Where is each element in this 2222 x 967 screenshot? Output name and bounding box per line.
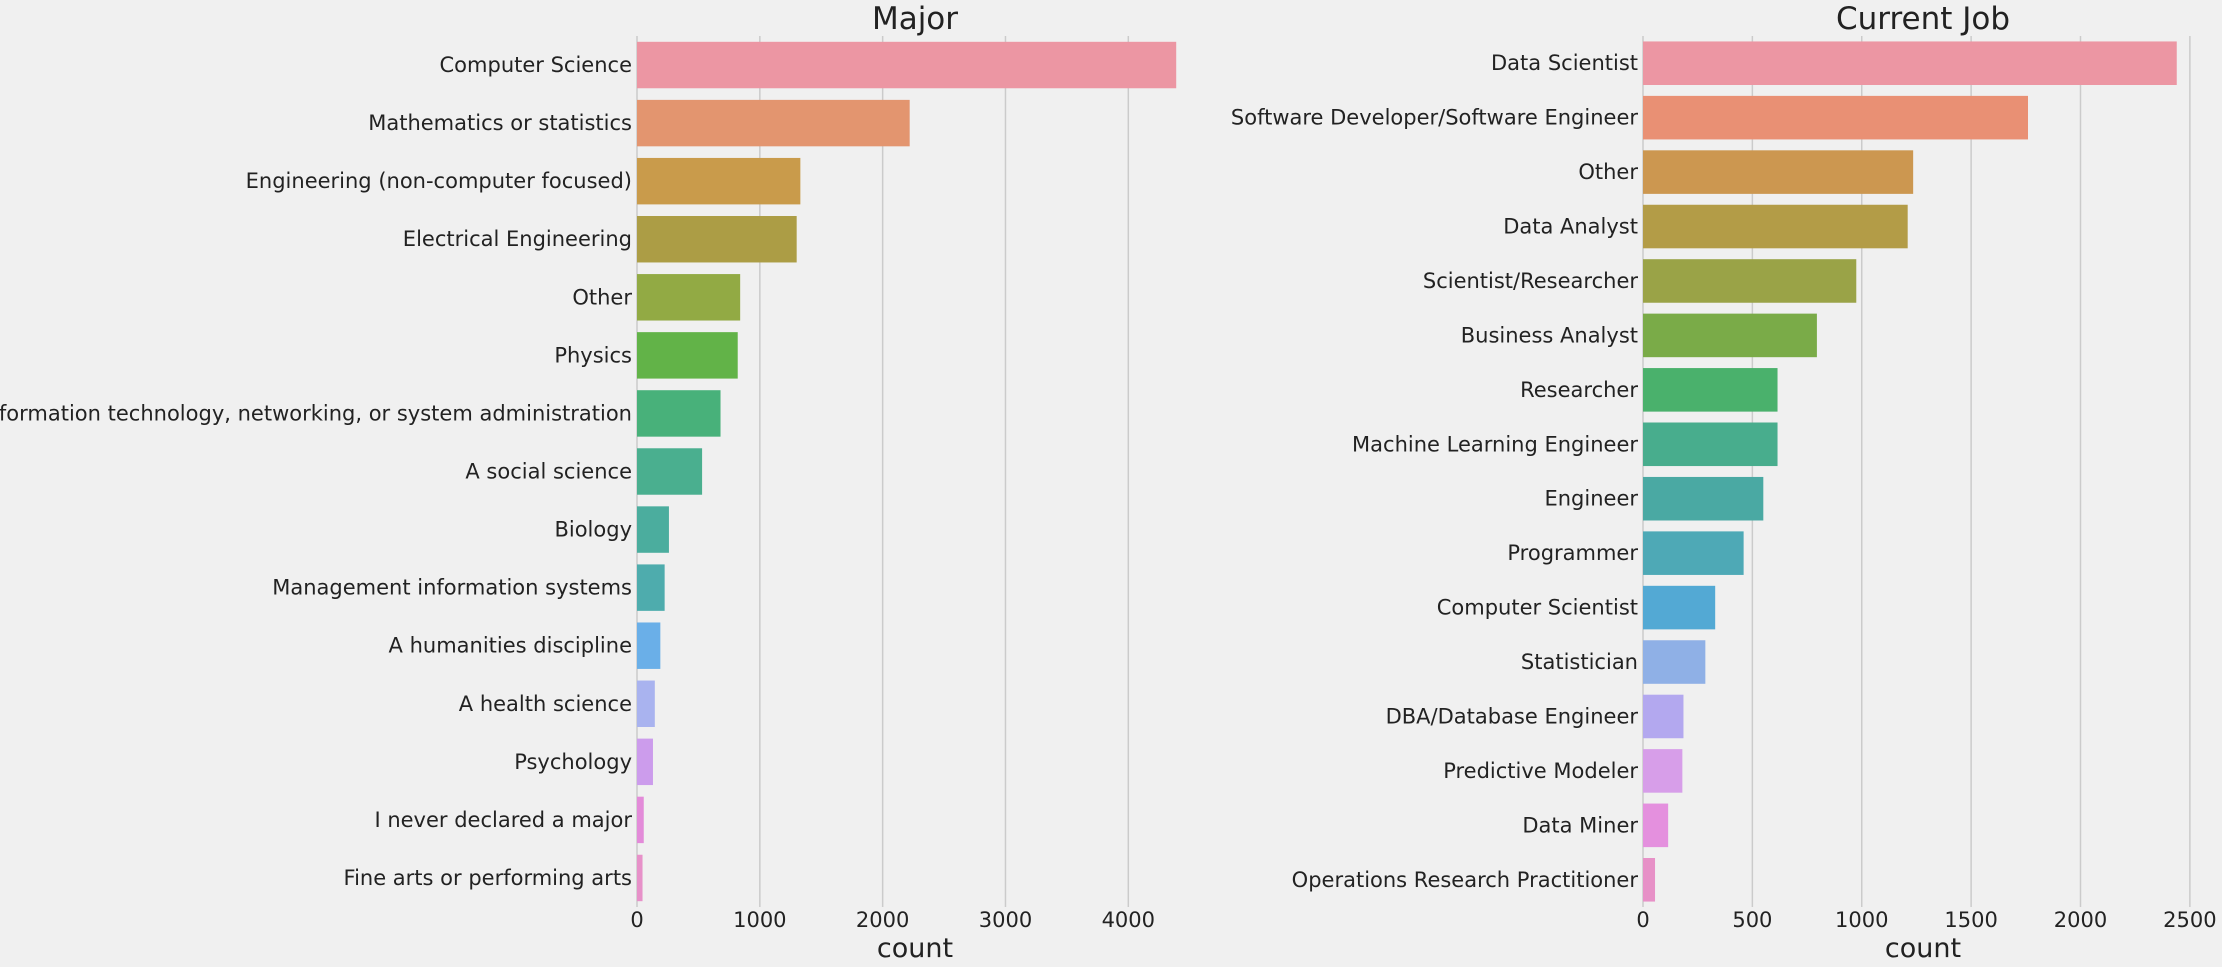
major-bar (637, 680, 655, 727)
current-job-category-label: Machine Learning Engineer (1352, 432, 1638, 456)
major-bar (637, 99, 910, 147)
major-chart-title: Major (872, 1, 958, 37)
current-job-category-label: Predictive Modeler (1443, 759, 1638, 783)
current-job-category-label: Business Analyst (1461, 323, 1638, 347)
current-job-bar (1643, 640, 1706, 684)
current-job-bar (1643, 313, 1817, 358)
current-job-category-label: Data Miner (1522, 813, 1638, 837)
major-x-tick-label: 1000 (733, 908, 786, 932)
major-x-tick-label: 3000 (979, 908, 1032, 932)
current-job-chart: Current Job Data Scientist Software Devel… (1231, 1, 2217, 964)
major-bar (637, 738, 653, 786)
major-category-label: Psychology (514, 750, 632, 774)
major-x-tick-label: 2000 (856, 908, 909, 932)
current-job-category-label: Scientist/Researcher (1423, 269, 1639, 293)
current-job-x-tick-label: 1500 (1944, 908, 1997, 932)
current-job-x-tick-label: 2000 (2054, 908, 2107, 932)
current-job-bar (1643, 204, 1908, 249)
major-category-label: Engineering (non-computer focused) (246, 169, 632, 193)
major-bars (637, 41, 1177, 902)
major-chart: Major Computer Science Mathematics or sta… (0, 1, 1177, 964)
current-job-category-label: Statistician (1521, 650, 1638, 674)
current-job-x-tick-label: 0 (1636, 908, 1649, 932)
current-job-x-tick-label: 500 (1732, 908, 1772, 932)
major-category-label: Biology (554, 518, 632, 542)
major-tick-labels: 0 1000 2000 3000 4000 (630, 908, 1155, 932)
current-job-x-tick-label: 1000 (1835, 908, 1888, 932)
current-job-chart-title: Current Job (1836, 1, 2010, 37)
major-bar (637, 332, 738, 379)
major-bar (637, 390, 721, 437)
current-job-category-labels: Data Scientist Software Developer/Softwar… (1231, 51, 1638, 892)
major-bar (637, 448, 703, 495)
major-category-label: I never declared a major (374, 808, 632, 832)
current-job-category-label: DBA/Database Engineer (1386, 704, 1639, 728)
current-job-category-label: Other (1578, 160, 1638, 184)
current-job-category-label: Data Analyst (1503, 215, 1638, 239)
current-job-bar (1643, 803, 1669, 848)
current-job-bar (1643, 368, 1778, 412)
major-bar (637, 216, 797, 263)
major-x-tick-label: 0 (630, 908, 643, 932)
current-job-bar (1643, 749, 1683, 793)
major-bar (637, 41, 1177, 89)
current-job-bar (1643, 858, 1656, 902)
current-job-bar (1643, 41, 2177, 85)
current-job-bar (1643, 531, 1744, 575)
current-job-bar (1643, 422, 1778, 467)
current-job-bar (1643, 95, 2028, 140)
current-job-bar (1643, 694, 1684, 739)
major-category-labels: Computer Science Mathematics or statistic… (0, 53, 632, 890)
major-category-label: Physics (554, 343, 632, 367)
current-job-category-label: Operations Research Practitioner (1292, 868, 1639, 892)
current-job-category-label: Engineer (1544, 487, 1638, 511)
major-category-label: Electrical Engineering (403, 227, 632, 251)
current-job-category-label: Programmer (1507, 541, 1638, 565)
current-job-bar (1643, 150, 1914, 194)
current-job-bars (1643, 41, 2177, 902)
major-bar (637, 854, 643, 902)
current-job-tick-labels: 0 500 1000 1500 2000 2500 (1636, 908, 2216, 932)
major-bar (637, 622, 661, 669)
major-category-label: A social science (465, 460, 632, 484)
major-category-label: Fine arts or performing arts (344, 866, 632, 890)
current-job-category-label: Software Developer/Software Engineer (1231, 106, 1638, 130)
major-category-label: A humanities discipline (389, 634, 632, 658)
current-job-bar (1643, 585, 1716, 630)
current-job-x-axis-label: count (1885, 933, 1961, 964)
major-category-label: A health science (459, 692, 632, 716)
major-bar (637, 564, 665, 611)
current-job-bar (1643, 259, 1857, 303)
major-category-label: Management information systems (272, 576, 632, 600)
major-category-label: Information technology, networking, or s… (0, 401, 632, 425)
major-category-label: Other (572, 285, 632, 309)
major-x-tick-label: 4000 (1102, 908, 1155, 932)
major-bar (637, 506, 669, 553)
current-job-category-label: Researcher (1520, 378, 1638, 402)
current-job-category-label: Computer Scientist (1437, 596, 1638, 620)
major-category-label: Mathematics or statistics (368, 111, 632, 135)
current-job-category-label: Data Scientist (1491, 51, 1638, 75)
major-bar (637, 274, 741, 321)
major-bar (637, 796, 644, 844)
major-x-axis-label: count (877, 933, 953, 964)
current-job-x-tick-label: 2500 (2163, 908, 2216, 932)
current-job-bar (1643, 476, 1764, 521)
major-category-label: Computer Science (440, 53, 632, 77)
major-bar (637, 157, 801, 205)
